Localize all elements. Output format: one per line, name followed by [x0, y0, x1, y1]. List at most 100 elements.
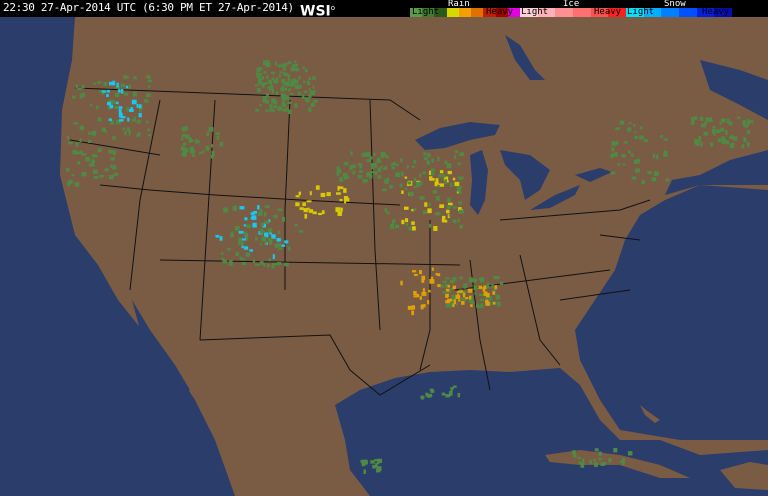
radar-echo	[399, 183, 403, 188]
radar-echo	[440, 284, 445, 288]
radar-echo	[268, 219, 271, 223]
radar-echo	[122, 127, 126, 130]
radar-echo	[181, 137, 184, 141]
radar-echo	[238, 240, 241, 245]
radar-echo	[286, 107, 289, 111]
map-canvas	[0, 17, 768, 496]
radar-echo	[123, 75, 127, 80]
radar-echo	[747, 118, 750, 123]
radar-echo	[117, 89, 121, 93]
radar-echo	[419, 296, 423, 300]
radar-echo	[457, 176, 460, 179]
radar-echo	[298, 91, 301, 96]
radar-echo	[391, 166, 396, 170]
radar-echo	[210, 154, 214, 159]
radar-echo	[731, 142, 735, 147]
radar-echo	[241, 238, 247, 241]
radar-echo	[104, 130, 107, 133]
radar-echo	[298, 230, 304, 233]
radar-echo	[634, 131, 637, 134]
radar-echo	[336, 169, 342, 174]
radar-echo	[290, 67, 295, 72]
lake-erie	[530, 185, 580, 210]
radar-echo	[458, 176, 464, 180]
radar-echo	[66, 181, 72, 185]
radar-echo	[701, 123, 706, 128]
radar-echo	[439, 204, 445, 208]
radar-echo	[74, 182, 80, 187]
radar-echo	[411, 221, 415, 225]
radar-echo	[238, 241, 244, 246]
snow-light-label: Light	[627, 7, 655, 17]
radar-echo	[309, 191, 312, 196]
radar-echo	[473, 278, 478, 283]
radar-echo	[377, 461, 380, 465]
radar-echo	[437, 156, 440, 162]
radar-echo	[72, 150, 77, 155]
radar-echo	[266, 75, 269, 80]
radar-echo	[447, 170, 452, 175]
radar-echo	[271, 77, 275, 81]
radar-echo	[337, 211, 342, 216]
radar-echo	[627, 451, 633, 456]
lake-michigan-upper	[505, 35, 545, 80]
radar-echo	[260, 222, 264, 227]
radar-echo	[411, 305, 416, 310]
radar-echo	[317, 212, 322, 216]
radar-echo	[260, 208, 263, 213]
radar-echo	[589, 460, 593, 464]
radar-echo	[273, 105, 278, 109]
radar-echo	[385, 211, 390, 214]
radar-echo	[746, 121, 751, 125]
radar-echo	[288, 61, 292, 65]
radar-echo	[285, 82, 290, 87]
radar-echo	[480, 303, 484, 308]
radar-echo	[261, 236, 267, 242]
radar-echo	[480, 277, 485, 283]
radar-echo	[278, 247, 283, 251]
gulf-of-st-lawrence	[700, 60, 768, 120]
radar-echo	[303, 80, 306, 84]
radar-echo	[733, 136, 738, 141]
radar-echo	[73, 122, 79, 125]
radar-echo	[274, 61, 278, 66]
radar-echo	[349, 165, 353, 170]
radar-echo	[131, 99, 137, 105]
radar-echo	[430, 276, 434, 280]
radar-echo	[321, 210, 325, 215]
radar-echo	[181, 146, 185, 151]
radar-echo	[280, 95, 286, 98]
snow-heavy-label: Heavy	[702, 7, 730, 17]
radar-echo	[444, 179, 447, 185]
radar-echo	[234, 226, 240, 231]
radar-echo	[206, 131, 210, 137]
radar-echo	[623, 141, 628, 144]
radar-echo	[746, 142, 750, 147]
radar-echo	[439, 170, 444, 174]
ice-legend-swatch	[590, 8, 609, 17]
radar-echo	[277, 243, 281, 248]
radar-echo	[272, 109, 275, 112]
radar-echo	[457, 218, 460, 223]
radar-echo	[438, 174, 442, 178]
radar-echo	[123, 92, 129, 96]
radar-echo	[366, 159, 372, 163]
radar-echo	[617, 163, 621, 166]
radar-echo	[463, 283, 468, 288]
radar-echo	[127, 127, 131, 132]
radar-echo	[222, 259, 228, 264]
radar-echo	[468, 295, 472, 300]
radar-echo	[382, 167, 388, 170]
rain-title: Rain	[448, 0, 470, 9]
radar-echo	[427, 208, 432, 214]
radar-echo	[258, 77, 262, 83]
radar-echo	[457, 393, 461, 398]
radar-echo	[407, 305, 413, 310]
radar-echo	[412, 226, 416, 231]
radar-echo	[293, 79, 298, 83]
radar-echo	[249, 249, 253, 252]
radar-echo	[452, 177, 456, 181]
radar-echo	[79, 138, 82, 143]
radar-echo	[189, 139, 195, 142]
radar-echo	[451, 294, 454, 298]
